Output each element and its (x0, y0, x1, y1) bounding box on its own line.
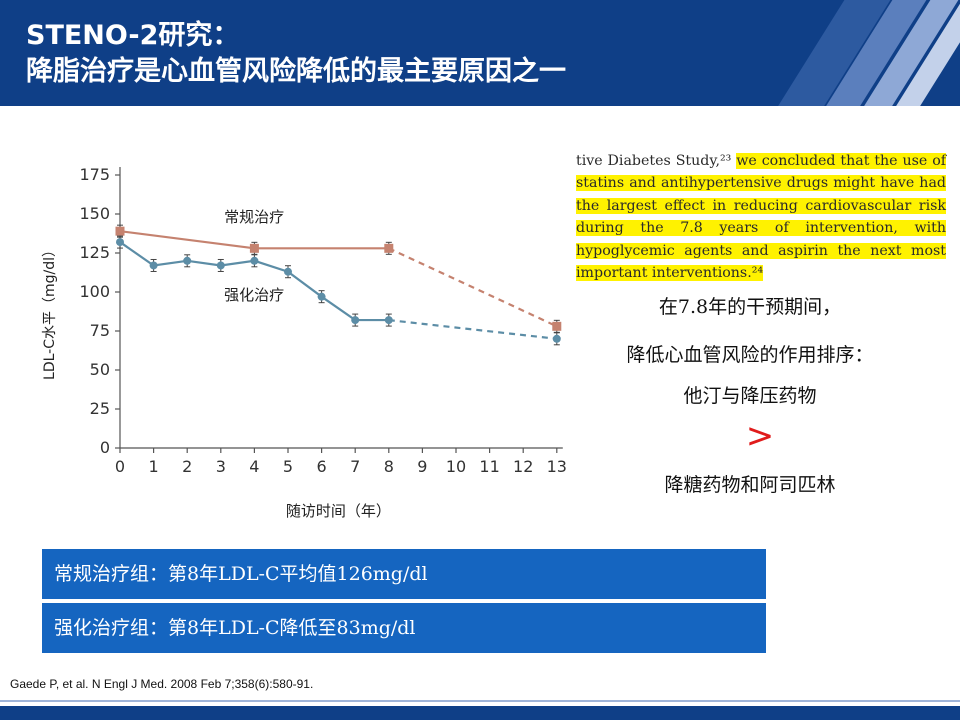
title-line-2: 降脂治疗是心血管风险降低的最主要原因之一 (26, 56, 566, 87)
footer-line (0, 700, 960, 702)
y-tick-label: 75 (90, 321, 110, 340)
conventional-result-box: 常规治疗组：第8年LDL-C平均值126mg/dl (42, 549, 766, 599)
y-tick-label: 100 (79, 282, 110, 301)
intensive-result-box: 强化治疗组：第8年LDL-C降低至83mg/dl (42, 603, 766, 653)
data-point-circle (284, 267, 292, 276)
x-tick-label: 12 (513, 457, 533, 476)
quote-highlight: we concluded that the use of statins and… (576, 153, 946, 282)
x-tick-label: 3 (216, 457, 226, 476)
x-axis-label: 随访时间（年） (286, 502, 391, 520)
conclusion-line-1: 在7.8年的干预期间， (658, 296, 842, 318)
data-point-circle (183, 256, 192, 265)
y-tick-label: 150 (79, 204, 110, 223)
conclusion-line-3: 他汀与降压药物 (683, 385, 817, 407)
y-tick-label: 175 (79, 165, 110, 184)
x-tick-label: 10 (446, 457, 466, 476)
series-label: 强化治疗 (224, 286, 284, 304)
series-projection-line (388, 247, 558, 328)
data-point-circle (216, 261, 225, 270)
data-point-square (115, 226, 125, 236)
y-axis-label: LDL-C水平（mg/dl） (42, 243, 58, 380)
data-point-square (249, 243, 259, 253)
y-tick-label: 125 (79, 243, 110, 262)
data-point-circle (116, 238, 124, 247)
data-point-square (552, 321, 562, 331)
quote-prefix: tive Diabetes Study,²³ (576, 153, 737, 169)
data-point-circle (351, 316, 360, 325)
data-point-square (384, 243, 394, 253)
data-point-circle (317, 292, 326, 301)
x-tick-label: 7 (350, 457, 360, 476)
slide-title: STENO-2研究： 降脂治疗是心血管风险降低的最主要原因之一 (26, 18, 566, 90)
conclusion-line-4: 降糖药物和阿司匹林 (664, 474, 836, 496)
y-tick-label: 0 (100, 438, 110, 457)
x-tick-label: 11 (479, 457, 499, 476)
x-tick-label: 9 (417, 457, 427, 476)
reference-citation: Gaede P, et al. N Engl J Med. 2008 Feb 7… (10, 677, 314, 691)
nejm-quote: tive Diabetes Study,²³ we concluded that… (576, 150, 946, 284)
y-tick-label: 25 (90, 399, 110, 418)
data-point-circle (384, 316, 393, 325)
ldl-line-chart: 0 25 50 75 100 125 150 175 0 1 2 3 4 5 6 7 8 9 10 11 12 13 随访时… (40, 150, 580, 530)
footer-bar (0, 706, 960, 720)
x-tick-label: 6 (317, 457, 327, 476)
x-tick-label: 13 (547, 457, 567, 476)
x-tick-label: 2 (182, 457, 192, 476)
title-line-1: STENO-2研究： (26, 20, 240, 51)
greater-than-symbol: > (745, 416, 775, 456)
series-projection-line (388, 318, 557, 340)
conclusion-line-2: 降低心血管风险的作用排序： (626, 344, 874, 366)
y-tick-label: 50 (90, 360, 110, 379)
x-tick-label: 4 (249, 457, 259, 476)
data-point-circle (552, 334, 561, 343)
series-label: 常规治疗 (224, 208, 284, 226)
x-tick-label: 1 (149, 457, 159, 476)
data-point-circle (149, 261, 158, 270)
x-tick-label: 5 (283, 457, 293, 476)
data-point-circle (250, 256, 259, 265)
x-tick-label: 0 (115, 457, 125, 476)
header-banner: STENO-2研究： 降脂治疗是心血管风险降低的最主要原因之一 (0, 0, 960, 106)
x-tick-label: 8 (384, 457, 394, 476)
